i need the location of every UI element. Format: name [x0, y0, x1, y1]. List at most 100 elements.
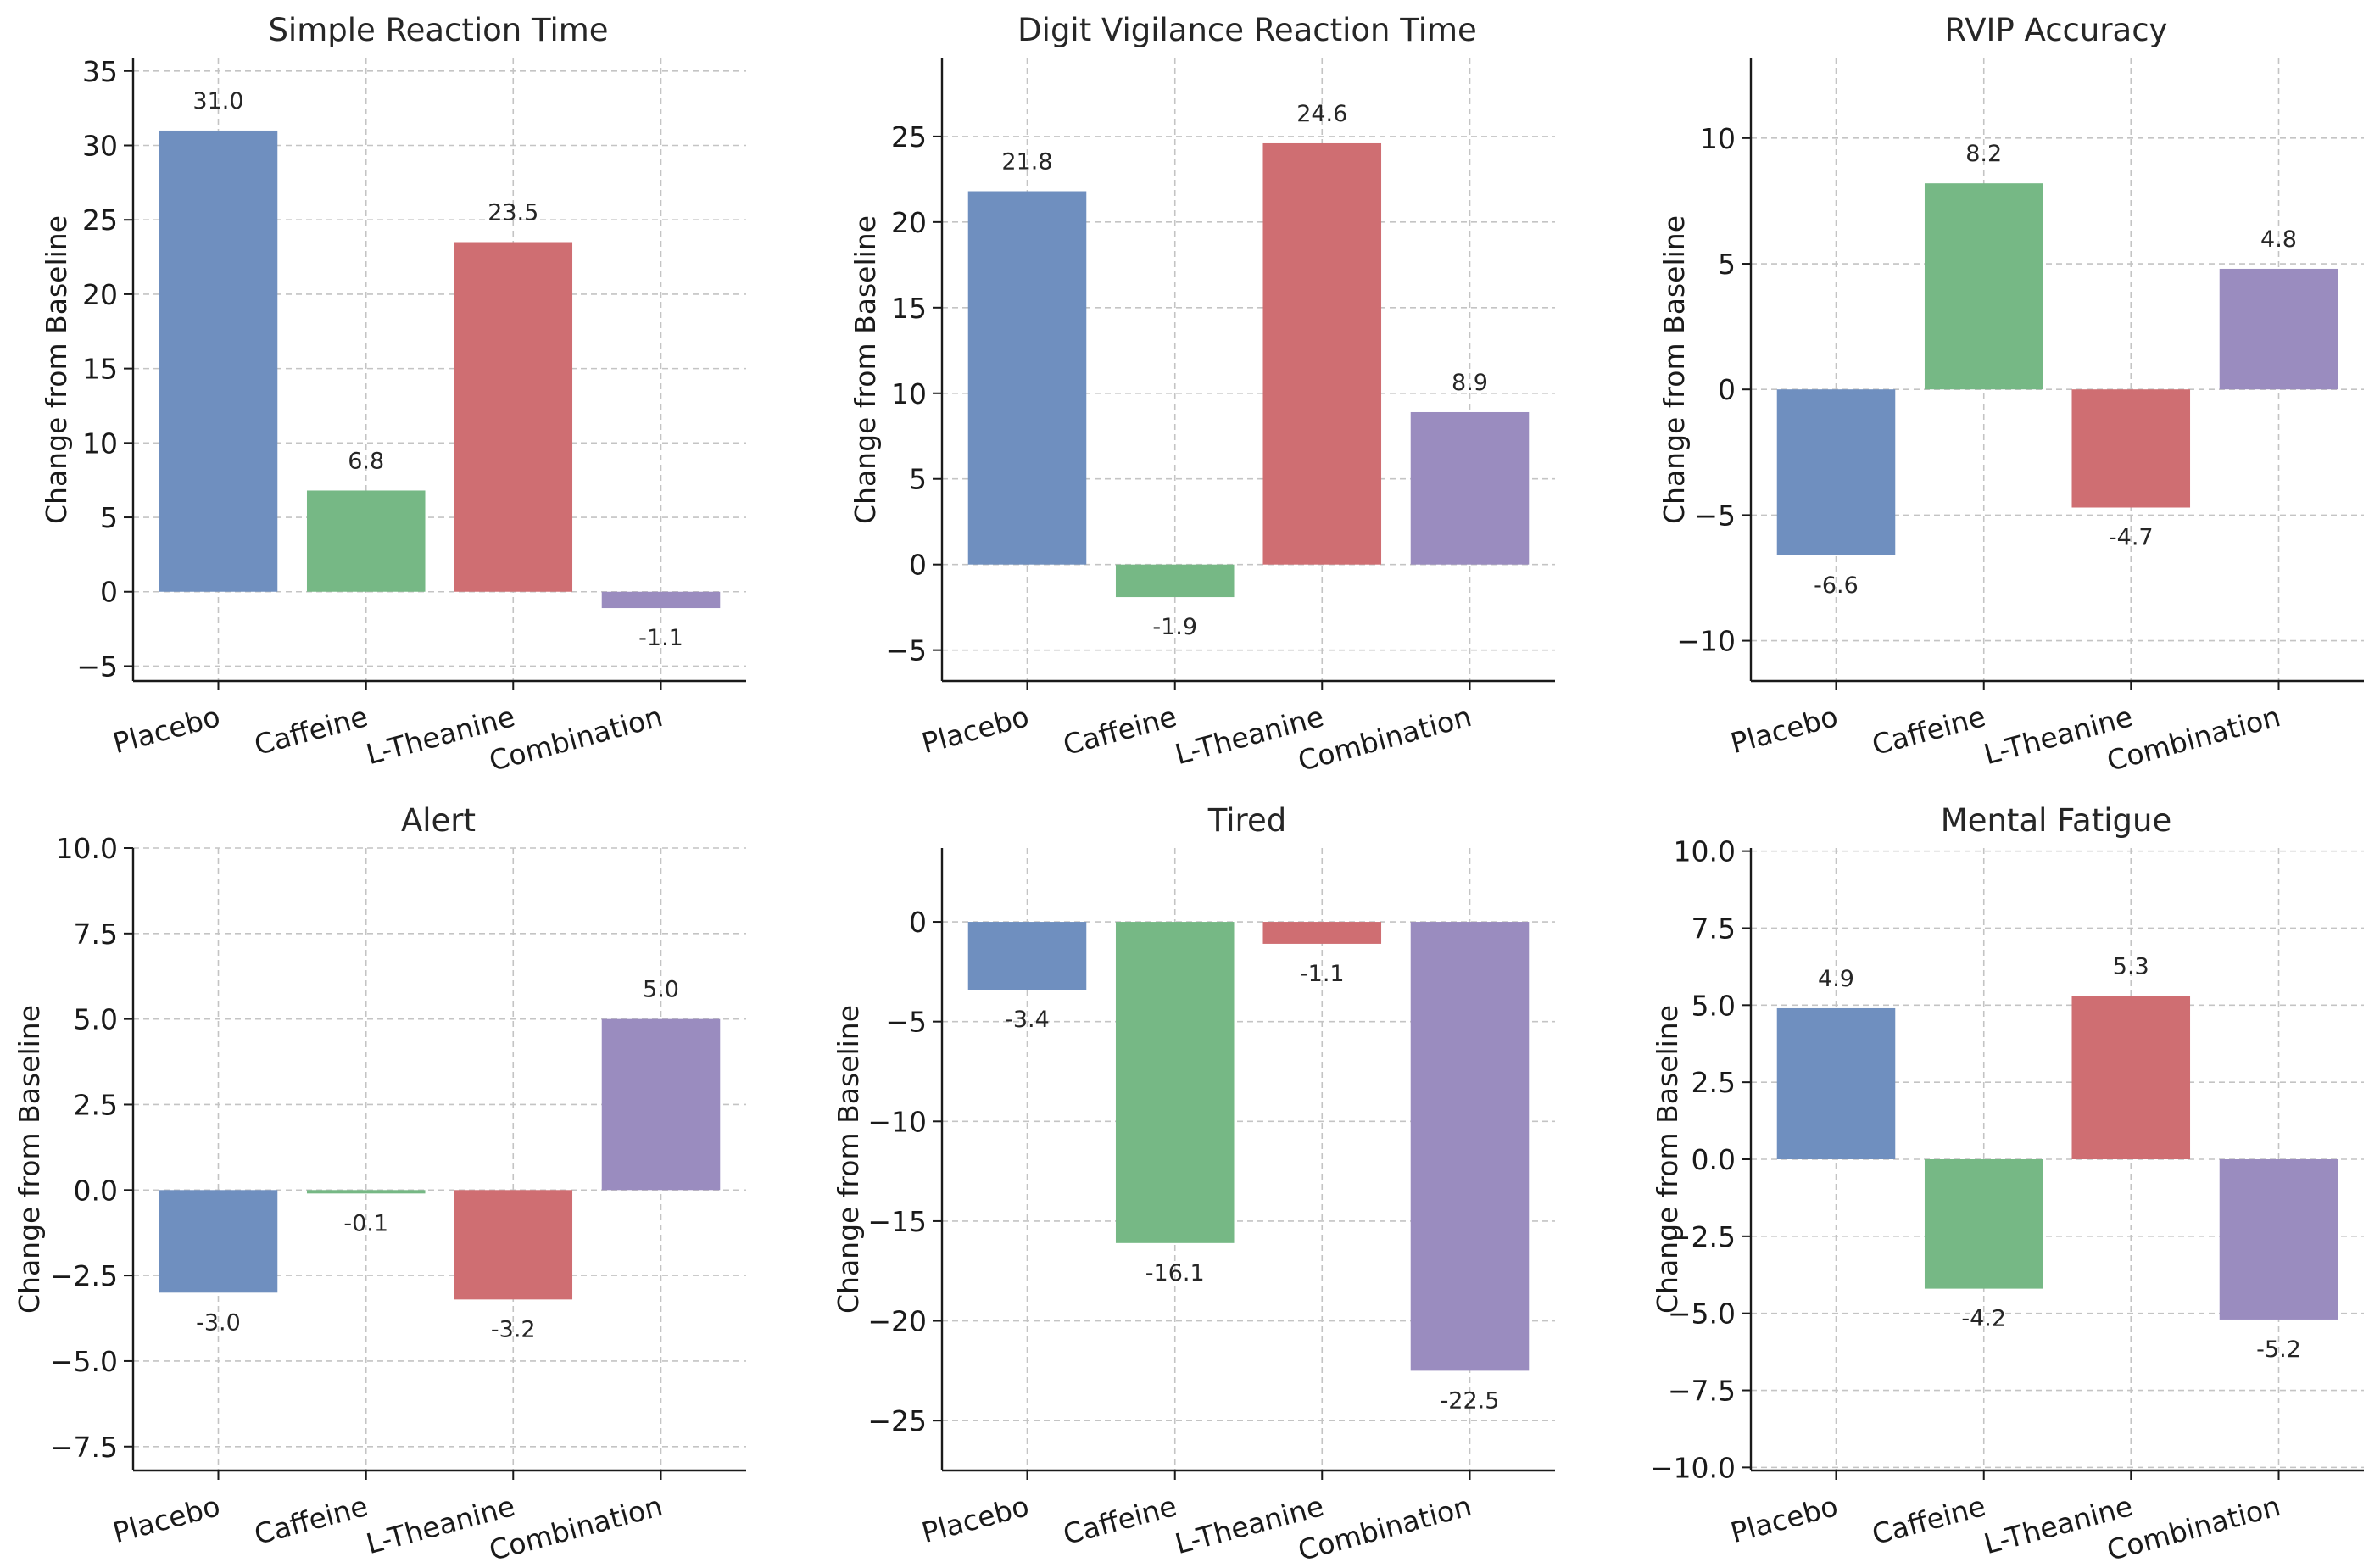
data-label: 8.2 — [1965, 141, 2002, 167]
y-tick-label: −5.0 — [1668, 1297, 1736, 1331]
data-label: -4.2 — [1961, 1306, 2006, 1332]
y-tick-label: 25 — [82, 204, 118, 237]
x-tick-label: Caffeine — [1060, 700, 1180, 762]
y-tick-label: 2.5 — [1692, 1066, 1736, 1099]
data-label: -16.1 — [1145, 1260, 1205, 1286]
y-axis-label: Change from Baseline — [832, 1005, 865, 1314]
bar-caffeine — [1115, 922, 1235, 1243]
y-axis-label: Change from Baseline — [849, 215, 882, 524]
y-tick-label: −7.5 — [1668, 1375, 1736, 1408]
y-tick-label: −2.5 — [50, 1259, 118, 1292]
y-tick-label: −2.5 — [1668, 1220, 1736, 1253]
bar-l-theanine — [2071, 996, 2191, 1159]
y-tick-label: −20 — [867, 1305, 927, 1338]
y-tick-label: 20 — [891, 206, 927, 239]
data-label: -3.2 — [491, 1316, 536, 1342]
y-tick-label: 10 — [1700, 122, 1736, 155]
chart-alert: Alert Change from Baseline −7.5 −5.0 −2.5 0… — [13, 802, 746, 1567]
y-tick-label: −5 — [76, 650, 118, 683]
y-tick-label: 7.5 — [74, 918, 118, 951]
y-tick-label: −10 — [867, 1105, 927, 1138]
y-tick-label: 10 — [82, 427, 118, 460]
data-label: -1.1 — [1300, 961, 1345, 987]
data-label: -22.5 — [1441, 1387, 1500, 1414]
bar-l-theanine — [1262, 922, 1382, 944]
y-tick-label: 5 — [909, 463, 927, 496]
y-tick-label: 0 — [909, 906, 927, 939]
x-tick-label: Placebo — [918, 700, 1033, 760]
x-tick-label: Caffeine — [251, 1489, 371, 1551]
chart-digit-vigilance-reaction-time: Digit Vigilance Reaction Time Change fro… — [849, 12, 1555, 778]
y-tick-label: 5.0 — [74, 1003, 118, 1036]
bar-caffeine — [1924, 1159, 2043, 1289]
x-tick-label: Caffeine — [251, 700, 371, 762]
data-label: 31.0 — [192, 88, 243, 114]
bar-placebo — [159, 1190, 278, 1293]
bar-combination — [601, 591, 721, 609]
y-tick-label: 5.0 — [1692, 989, 1736, 1022]
bar-l-theanine — [454, 1190, 573, 1300]
y-axis-label: Change from Baseline — [1658, 215, 1691, 524]
data-label: -4.7 — [2109, 525, 2154, 551]
y-tick-label: −7.5 — [50, 1431, 118, 1464]
data-label: 23.5 — [488, 200, 538, 226]
y-tick-label: 10.0 — [56, 832, 118, 865]
x-tick-label: Placebo — [109, 700, 224, 760]
data-label: 5.0 — [643, 977, 679, 1003]
bar-caffeine — [306, 490, 426, 592]
bar-placebo — [967, 191, 1087, 565]
y-tick-label: 30 — [82, 129, 118, 162]
bar-l-theanine — [2071, 389, 2191, 508]
chart-title: Mental Fatigue — [1941, 802, 2171, 839]
y-tick-label: 0 — [100, 576, 118, 609]
data-label: -6.6 — [1814, 572, 1859, 599]
chart-mental-fatigue: Mental Fatigue Change from Baseline −10.… — [1650, 802, 2364, 1567]
y-tick-label: −25 — [867, 1404, 927, 1437]
data-label: -0.1 — [343, 1210, 388, 1236]
bar-combination — [1410, 922, 1530, 1371]
y-axis-label: Change from Baseline — [13, 1005, 46, 1314]
bar-caffeine — [306, 1190, 426, 1194]
data-label: -3.4 — [1005, 1007, 1050, 1033]
data-label: -1.1 — [638, 625, 683, 651]
y-tick-label: −5 — [1694, 499, 1736, 532]
bar-combination — [601, 1018, 721, 1191]
bar-combination — [1410, 411, 1530, 565]
bar-placebo — [1776, 389, 1896, 555]
chart-title: Digit Vigilance Reaction Time — [1017, 12, 1477, 48]
x-tick-label: Caffeine — [1869, 1489, 1989, 1551]
bar-caffeine — [1924, 183, 2043, 390]
chart-simple-reaction-time: Simple Reaction Time Change from Baselin… — [40, 12, 746, 778]
x-tick-label: Placebo — [1727, 700, 1842, 760]
chart-title: Tired — [1207, 802, 1286, 839]
data-label: -3.0 — [196, 1309, 241, 1336]
bar-placebo — [967, 922, 1087, 990]
data-label: 4.8 — [2260, 226, 2297, 253]
x-tick-label: Caffeine — [1869, 700, 1989, 762]
y-tick-label: 35 — [82, 55, 118, 88]
x-tick-label: Placebo — [1727, 1489, 1842, 1549]
x-tick-label: Caffeine — [1060, 1489, 1180, 1551]
y-tick-label: −5 — [885, 1006, 927, 1039]
bar-combination — [2219, 1159, 2338, 1320]
y-tick-label: 10 — [891, 377, 927, 410]
y-tick-label: 0.0 — [1692, 1143, 1736, 1176]
bar-l-theanine — [454, 242, 573, 592]
chart-title: RVIP Accuracy — [1945, 12, 2168, 48]
chart-tired: Tired Change from Baseline −25 −20 −15 −10 −… — [832, 802, 1555, 1567]
y-tick-label: 20 — [82, 278, 118, 311]
y-tick-label: 15 — [82, 353, 118, 386]
y-tick-label: 7.5 — [1692, 912, 1736, 945]
data-label: 21.8 — [1001, 149, 1052, 176]
y-tick-label: 0 — [909, 549, 927, 582]
data-label: 24.6 — [1296, 101, 1347, 127]
data-label: 8.9 — [1452, 370, 1488, 396]
y-tick-label: −10.0 — [1650, 1451, 1736, 1484]
bar-combination — [2219, 268, 2338, 390]
y-axis-label: Change from Baseline — [1651, 1005, 1684, 1314]
y-tick-label: 25 — [891, 120, 927, 153]
chart-rvip-accuracy: RVIP Accuracy Change from Baseline −10 −5… — [1658, 12, 2364, 778]
y-tick-label: 5 — [100, 501, 118, 534]
bar-placebo — [1776, 1007, 1896, 1159]
